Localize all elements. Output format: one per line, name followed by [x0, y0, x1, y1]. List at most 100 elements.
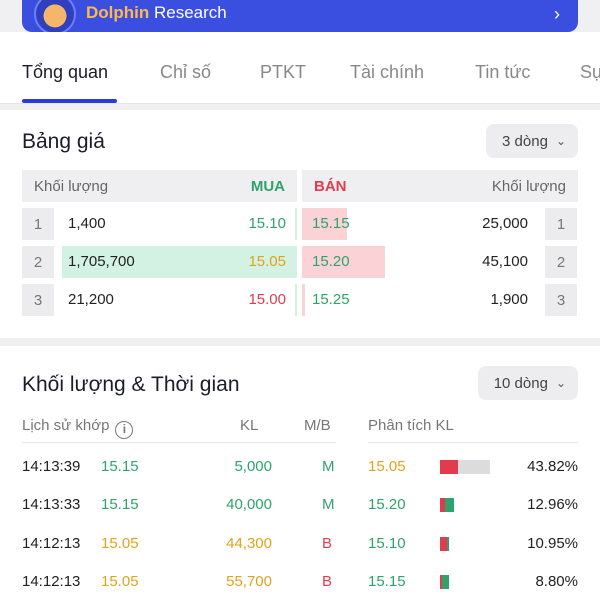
order-book-card: Bảng giá 3 dòng ⌄ Khối lượng MUA BÁN Khố…	[0, 110, 600, 338]
volume-percent: 43.82%	[527, 458, 578, 475]
dropdown-value: 3 dòng	[502, 132, 548, 150]
buy-volume-fill	[445, 498, 454, 512]
trade-volume: 40,000	[226, 496, 272, 513]
buy-header: MUA	[250, 177, 285, 195]
volume-analysis-bar	[440, 498, 490, 512]
volume-time-title: Khối lượng & Thời gian	[22, 373, 240, 396]
trade-side: B	[322, 535, 333, 552]
trade-row: 14:13:39 15.15 5,000 M 15.05 43.82%	[0, 448, 600, 486]
trade-side: M	[322, 458, 335, 475]
ask-header: BÁN Khối lượng	[302, 170, 578, 202]
chevron-right-icon: ›	[554, 4, 560, 24]
trade-time: 14:13:33	[22, 496, 81, 513]
order-book-row: 2 1,705,700 15.05 15.20 45,100 2	[0, 246, 600, 278]
trade-price: 15.05	[101, 535, 139, 552]
trades-rows-dropdown[interactable]: 10 dòng ⌄	[477, 366, 578, 400]
ask-volume: 1,900	[490, 291, 528, 308]
sell-volume-fill	[440, 575, 442, 589]
ask-depth-bar	[302, 246, 385, 278]
trade-price: 15.05	[101, 573, 139, 590]
level-badge: 2	[545, 246, 577, 278]
ask-depth-bar	[302, 208, 347, 240]
bid-header: Khối lượng MUA	[22, 170, 297, 202]
trade-time: 14:12:13	[22, 573, 81, 590]
trade-row: 14:13:33 15.15 40,000 M 15.20 12.96%	[0, 486, 600, 524]
level-badge: 3	[545, 284, 577, 316]
tab-indicators[interactable]: Chỉ số	[160, 62, 212, 82]
trade-price: 15.15	[101, 496, 139, 513]
analysis-price: 15.05	[368, 458, 406, 475]
trade-volume: 55,700	[226, 573, 272, 590]
tab-bar: Tổng quan Chỉ số PTKT Tài chính Tin tức …	[0, 32, 600, 104]
trade-volume: 44,300	[226, 535, 272, 552]
info-icon[interactable]: i	[115, 421, 134, 439]
banner-suffix: Research	[149, 3, 227, 22]
bid-volume-header: Khối lượng	[34, 177, 109, 195]
sell-volume-fill	[440, 498, 445, 512]
trade-side: B	[322, 573, 333, 590]
volume-percent: 8.80%	[535, 573, 578, 590]
tab-technical[interactable]: PTKT	[260, 62, 307, 82]
match-history-header: Lịch sử khớp i	[22, 414, 134, 439]
trade-time: 14:13:39	[22, 458, 81, 475]
sell-volume-fill	[440, 460, 458, 474]
trade-row: 14:12:13 15.05 44,300 B 15.10 10.95%	[0, 525, 600, 563]
volume-percent: 10.95%	[527, 535, 578, 552]
level-badge: 1	[545, 208, 577, 240]
ask-depth-bar	[302, 284, 305, 316]
order-book-title: Bảng giá	[22, 130, 105, 153]
trade-side: M	[322, 496, 335, 513]
analysis-price: 15.20	[368, 496, 406, 513]
match-history-label: Lịch sử khớp	[22, 417, 110, 434]
divider	[368, 442, 578, 443]
analysis-header: Phân tích KL	[368, 417, 454, 434]
dolphin-logo-icon	[34, 0, 76, 35]
sell-header: BÁN	[314, 177, 347, 195]
volume-analysis-bar	[440, 575, 490, 589]
dolphin-research-banner[interactable]: Dolphin Research ›	[22, 0, 578, 35]
tab-news[interactable]: Tin tức	[475, 62, 531, 82]
bid-price[interactable]: 15.00	[248, 291, 286, 308]
bid-price[interactable]: 15.05	[248, 253, 286, 270]
level-badge: 1	[22, 208, 54, 240]
trade-row: 14:12:13 15.05 55,700 B 15.15 8.80%	[0, 563, 600, 600]
banner-brand: Dolphin	[86, 3, 150, 22]
bid-volume: 1,705,700	[68, 253, 135, 270]
divider	[22, 442, 336, 443]
dropdown-value: 10 dòng	[493, 374, 548, 392]
side-header: M/B	[304, 417, 331, 434]
trade-volume: 5,000	[234, 458, 272, 475]
sell-volume-fill	[440, 537, 447, 551]
buy-volume-fill	[442, 575, 449, 589]
tab-overview[interactable]: Tổng quan	[22, 62, 109, 82]
order-book-row: 1 1,400 15.10 15.15 25,000 1	[0, 208, 600, 240]
bid-depth-bar	[295, 208, 297, 240]
level-badge: 3	[22, 284, 54, 316]
order-book-row: 3 21,200 15.00 15.25 1,900 3	[0, 284, 600, 316]
analysis-price: 15.10	[368, 535, 406, 552]
tab-events[interactable]: Sự	[580, 62, 600, 82]
volume-percent: 12.96%	[527, 496, 578, 513]
ask-price[interactable]: 15.25	[312, 291, 350, 308]
bid-volume: 1,400	[68, 215, 106, 232]
bid-depth-bar	[62, 246, 297, 278]
ask-volume: 25,000	[482, 215, 528, 232]
ask-price[interactable]: 15.15	[312, 215, 350, 232]
tab-financial[interactable]: Tài chính	[350, 62, 425, 82]
bid-depth-bar	[295, 284, 297, 316]
buy-volume-fill	[447, 537, 449, 551]
level-badge: 2	[22, 246, 54, 278]
volume-analysis-bar	[440, 537, 490, 551]
ask-volume-header: Khối lượng	[491, 177, 566, 195]
chevron-down-icon: ⌄	[555, 376, 566, 390]
chevron-down-icon: ⌄	[555, 134, 566, 148]
bid-volume: 21,200	[68, 291, 114, 308]
analysis-price: 15.15	[368, 573, 406, 590]
trade-price: 15.15	[101, 458, 139, 475]
bid-price[interactable]: 15.10	[248, 215, 286, 232]
active-tab-indicator	[22, 99, 117, 103]
ask-volume: 45,100	[482, 253, 528, 270]
volume-analysis-bar	[440, 460, 490, 474]
order-book-rows-dropdown[interactable]: 3 dòng ⌄	[486, 124, 578, 158]
ask-price[interactable]: 15.20	[312, 253, 350, 270]
